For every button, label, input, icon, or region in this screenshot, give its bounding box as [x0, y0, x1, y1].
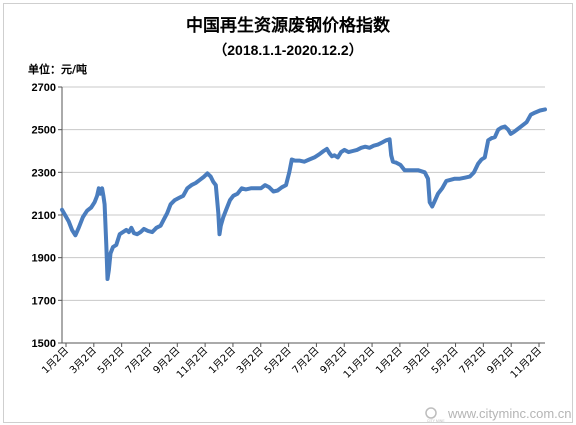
y-tick-label: 2700 — [32, 82, 56, 94]
x-tick-label: 7月2日 — [123, 345, 155, 377]
x-tick-label: 1月2日 — [373, 345, 405, 377]
x-tick-label: 1月2日 — [206, 345, 238, 377]
x-tick-label: 5月2日 — [262, 345, 294, 377]
x-tick-label: 11月2日 — [174, 345, 210, 381]
y-axis-ticks: 1500 1700 1900 2100 2300 2500 2700 — [32, 82, 62, 350]
chart-title: 中国再生资源废钢价格指数 — [186, 15, 391, 36]
x-tick-label: 3月2日 — [234, 345, 266, 377]
x-axis-ticks: 1月2日3月2日5月2日7月2日9月2日11月2日1月2日3月2日5月2日7月2… — [39, 343, 544, 381]
x-tick-label: 3月2日 — [67, 345, 99, 377]
y-tick-label: 1900 — [32, 253, 56, 265]
x-tick-label: 11月2日 — [341, 345, 377, 381]
y-tick-label: 1500 — [32, 338, 56, 350]
y-tick-label: 1700 — [32, 295, 56, 307]
city-mine-logo-icon — [425, 407, 437, 419]
y-axis-unit-label: 单位：元/吨 — [28, 62, 87, 76]
series-line — [60, 107, 547, 281]
x-tick-label: 3月2日 — [401, 345, 433, 377]
y-tick-label: 2300 — [32, 167, 56, 179]
x-tick-label: 7月2日 — [457, 345, 489, 377]
y-tick-label: 2100 — [32, 210, 56, 222]
chart-subtitle: （2018.1.1-2020.12.2） — [213, 42, 362, 58]
chart-frame — [3, 3, 573, 423]
y-tick-label: 2500 — [32, 125, 56, 137]
axes — [61, 87, 545, 344]
watermark-text: www.cityminc.com.cn — [447, 406, 572, 421]
x-tick-label: 7月2日 — [290, 345, 322, 377]
series-group — [60, 107, 547, 281]
x-tick-label: 5月2日 — [429, 345, 461, 377]
x-tick-label: 11月2日 — [508, 345, 544, 381]
gridlines — [62, 86, 545, 301]
watermark-logo-text: CITY MINE — [427, 419, 445, 423]
x-tick-label: 5月2日 — [95, 345, 127, 377]
watermark: CITY MINE www.cityminc.com.cn — [425, 406, 572, 423]
